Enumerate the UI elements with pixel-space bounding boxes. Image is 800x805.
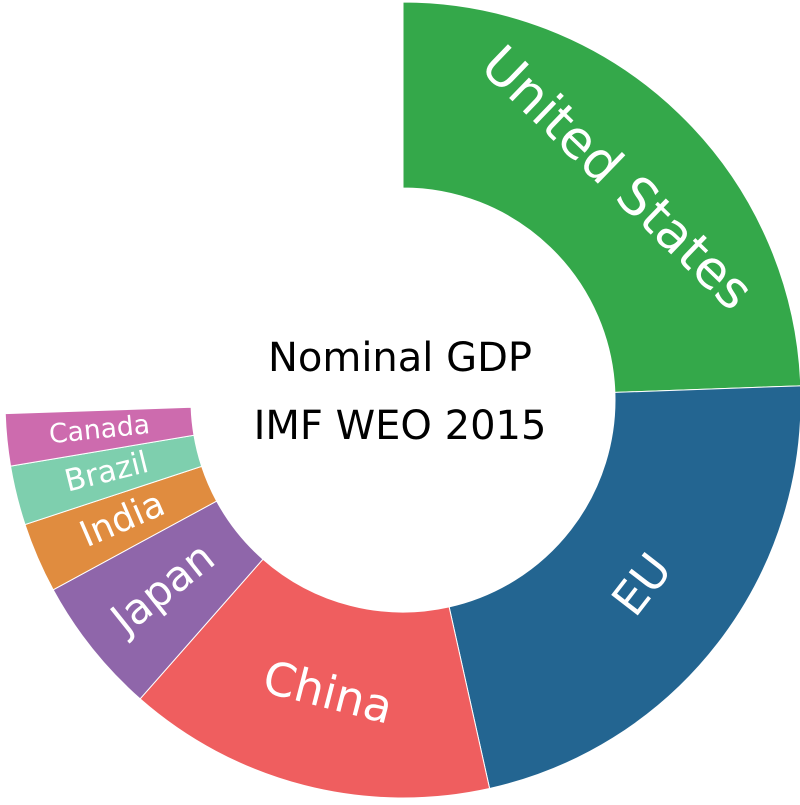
donut-slice (4, 406, 195, 467)
donut-slice (139, 558, 491, 799)
donut-slice (448, 385, 800, 790)
chart-title: Nominal GDP (268, 335, 532, 381)
donut-slice (402, 1, 800, 393)
chart-subtitle: IMF WEO 2015 (254, 403, 547, 449)
